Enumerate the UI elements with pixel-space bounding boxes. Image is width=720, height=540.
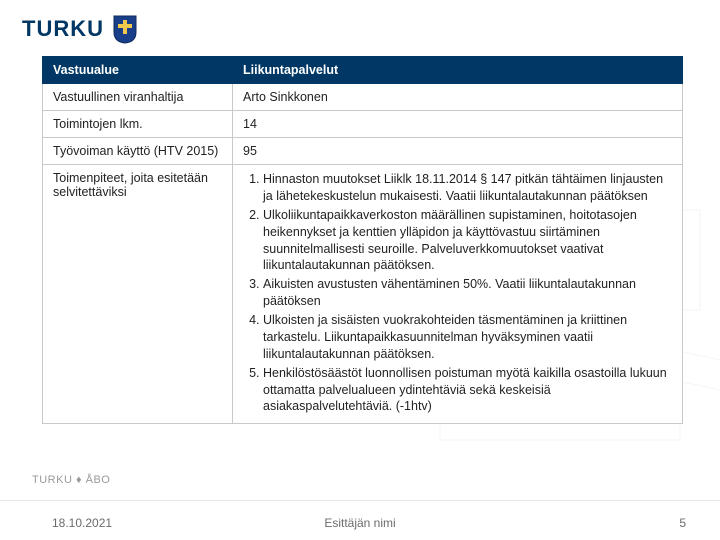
row-value: Arto Sinkkonen	[233, 84, 683, 111]
footer-page-number: 5	[679, 516, 686, 530]
measures-list: Hinnaston muutokset Liiklk 18.11.2014 § …	[243, 171, 672, 415]
row-label: Työvoiman käyttö (HTV 2015)	[43, 138, 233, 165]
list-item: Ulkoliikuntapaikkaverkoston määrällinen …	[263, 207, 672, 275]
brand-logo: TURKU	[22, 14, 138, 44]
list-item: Hinnaston muutokset Liiklk 18.11.2014 § …	[263, 171, 672, 205]
table-row: Vastuullinen viranhaltija Arto Sinkkonen	[43, 84, 683, 111]
header-area-value: Liikuntapalvelut	[233, 57, 683, 84]
crest-icon	[112, 14, 138, 44]
responsibility-table: Vastuualue Liikuntapalvelut Vastuullinen…	[42, 56, 683, 424]
slide: TURKU Vastuualue Liikuntapalvelut Vastuu…	[0, 0, 720, 540]
content-table: Vastuualue Liikuntapalvelut Vastuullinen…	[42, 56, 682, 424]
row-label: Toimintojen lkm.	[43, 111, 233, 138]
table-row: Toimenpiteet, joita esitetään selvitettä…	[43, 165, 683, 424]
row-label: Toimenpiteet, joita esitetään selvitettä…	[43, 165, 233, 424]
table-header-row: Vastuualue Liikuntapalvelut	[43, 57, 683, 84]
row-value-measures: Hinnaston muutokset Liiklk 18.11.2014 § …	[233, 165, 683, 424]
footer-presenter: Esittäjän nimi	[0, 516, 720, 530]
table-row: Toimintojen lkm. 14	[43, 111, 683, 138]
row-value: 14	[233, 111, 683, 138]
list-item: Henkilöstösäästöt luonnollisen poistuman…	[263, 365, 672, 416]
header-area-label: Vastuualue	[43, 57, 233, 84]
row-label: Vastuullinen viranhaltija	[43, 84, 233, 111]
brand-name: TURKU	[22, 16, 104, 42]
brand-secondary: TURKU ♦ ÅBO	[32, 474, 110, 486]
row-value: 95	[233, 138, 683, 165]
slide-footer: 18.10.2021 Esittäjän nimi 5	[0, 500, 720, 540]
list-item: Aikuisten avustusten vähentäminen 50%. V…	[263, 276, 672, 310]
list-item: Ulkoisten ja sisäisten vuokrakohteiden t…	[263, 312, 672, 363]
table-row: Työvoiman käyttö (HTV 2015) 95	[43, 138, 683, 165]
